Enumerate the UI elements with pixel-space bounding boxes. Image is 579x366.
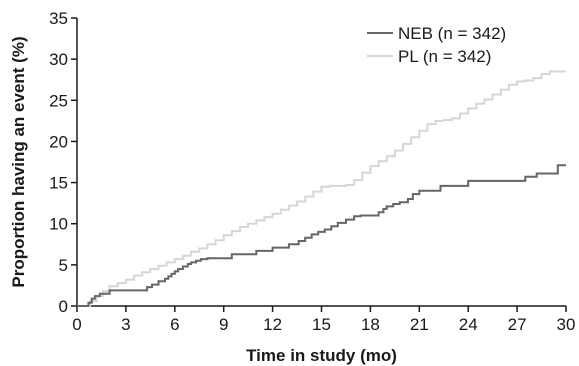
series-line-0 xyxy=(77,164,566,307)
y-tick-label: 10 xyxy=(49,215,68,234)
x-tick-label: 21 xyxy=(410,315,429,334)
x-tick-label: 18 xyxy=(361,315,380,334)
x-tick-label: 6 xyxy=(170,315,179,334)
x-axis-ticks: 0 3 6 9 12 15 18 21 24 27 30 xyxy=(72,306,575,334)
x-tick-label: 30 xyxy=(557,315,576,334)
x-tick-label: 12 xyxy=(263,315,282,334)
legend: NEB (n = 342) PL (n = 342) xyxy=(367,24,506,66)
x-tick-label: 0 xyxy=(72,315,81,334)
y-tick-label: 0 xyxy=(59,297,68,316)
legend-label-1: PL (n = 342) xyxy=(398,47,491,66)
y-axis-title: Proportion having an event (%) xyxy=(9,36,28,287)
x-tick-label: 3 xyxy=(121,315,130,334)
x-axis-title: Time in study (mo) xyxy=(246,346,397,365)
y-tick-label: 30 xyxy=(49,50,68,69)
y-tick-label: 5 xyxy=(59,256,68,275)
y-axis-ticks: 0 5 10 15 20 25 30 35 xyxy=(49,9,77,316)
x-tick-label: 27 xyxy=(508,315,527,334)
series-line-1 xyxy=(77,70,566,307)
y-tick-label: 20 xyxy=(49,132,68,151)
legend-label-0: NEB (n = 342) xyxy=(398,24,506,43)
x-tick-label: 15 xyxy=(312,315,331,334)
y-tick-label: 25 xyxy=(49,91,68,110)
series-layer xyxy=(77,70,566,307)
y-tick-label: 15 xyxy=(49,174,68,193)
x-tick-label: 24 xyxy=(459,315,478,334)
axes xyxy=(76,18,566,307)
x-tick-label: 9 xyxy=(219,315,228,334)
y-tick-label: 35 xyxy=(49,9,68,28)
